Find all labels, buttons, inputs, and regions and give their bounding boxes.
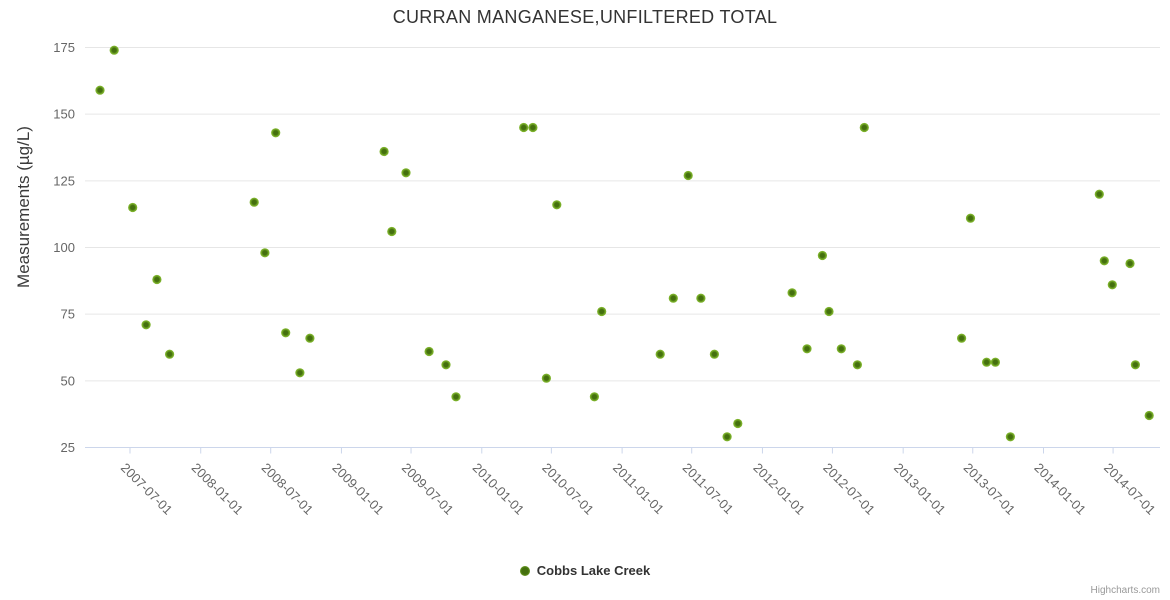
data-point[interactable] xyxy=(696,293,706,303)
y-tick-label: 125 xyxy=(53,173,75,188)
data-point[interactable] xyxy=(249,197,259,207)
data-point[interactable] xyxy=(528,122,538,133)
data-point[interactable] xyxy=(1130,360,1140,370)
x-tick-label: 2013-01-01 xyxy=(891,460,949,518)
x-tick-label: 2007-07-01 xyxy=(118,460,176,518)
x-tick-label: 2014-01-01 xyxy=(1031,460,1089,518)
data-point[interactable] xyxy=(441,360,451,370)
legend-marker-icon xyxy=(519,565,530,576)
data-point[interactable] xyxy=(128,202,138,213)
y-tick-label: 75 xyxy=(61,307,75,322)
data-point[interactable] xyxy=(1099,256,1109,266)
x-tick-label: 2009-01-01 xyxy=(329,460,387,518)
data-point[interactable] xyxy=(295,368,305,378)
x-tick-label: 2010-07-01 xyxy=(539,460,597,518)
y-tick-label: 50 xyxy=(61,373,75,388)
x-tick-label: 2009-07-01 xyxy=(399,460,457,518)
data-point[interactable] xyxy=(733,418,743,429)
x-tick-label: 2011-07-01 xyxy=(680,460,737,517)
data-point[interactable] xyxy=(424,346,434,357)
data-point[interactable] xyxy=(852,360,863,370)
data-point[interactable] xyxy=(824,306,834,317)
legend-label: Cobbs Lake Creek xyxy=(536,563,651,578)
data-point[interactable] xyxy=(655,349,665,359)
data-point[interactable] xyxy=(817,250,828,261)
data-point[interactable] xyxy=(990,357,1001,367)
data-point[interactable] xyxy=(281,328,291,338)
data-point[interactable] xyxy=(271,128,281,138)
data-point[interactable] xyxy=(165,349,175,359)
y-tick-label: 175 xyxy=(53,40,75,55)
x-tick-label: 2008-01-01 xyxy=(189,460,247,518)
x-tick-label: 2012-01-01 xyxy=(750,460,808,518)
data-point[interactable] xyxy=(965,213,976,223)
y-tick-label: 25 xyxy=(61,440,75,455)
data-point[interactable] xyxy=(787,288,797,298)
data-point[interactable] xyxy=(541,373,552,383)
data-point[interactable] xyxy=(982,357,992,367)
data-point[interactable] xyxy=(1094,189,1104,199)
data-point[interactable] xyxy=(95,85,105,95)
x-tick-label: 2014-07-01 xyxy=(1101,460,1159,518)
data-point[interactable] xyxy=(683,170,693,181)
x-tick-label: 2011-01-01 xyxy=(610,460,667,517)
data-point[interactable] xyxy=(152,274,162,285)
data-point[interactable] xyxy=(387,226,397,237)
data-point[interactable] xyxy=(589,392,600,402)
credits-link[interactable]: Highcharts.com xyxy=(1090,585,1160,596)
data-point[interactable] xyxy=(401,168,411,178)
data-point[interactable] xyxy=(1144,410,1154,421)
x-tick-label: 2013-07-01 xyxy=(961,460,1019,518)
data-point[interactable] xyxy=(519,122,529,133)
y-tick-label: 100 xyxy=(53,240,75,255)
y-tick-label: 150 xyxy=(53,107,75,122)
data-point[interactable] xyxy=(836,344,846,354)
x-tick-label: 2008-07-01 xyxy=(259,460,317,518)
data-point[interactable] xyxy=(379,146,389,157)
legend-item[interactable]: Cobbs Lake Creek xyxy=(0,563,1170,578)
data-point[interactable] xyxy=(552,200,562,210)
x-tick-label: 2010-01-01 xyxy=(470,460,528,518)
data-point[interactable] xyxy=(1125,258,1135,269)
data-point[interactable] xyxy=(1107,280,1117,290)
data-point[interactable] xyxy=(957,333,967,343)
data-point[interactable] xyxy=(260,248,270,258)
data-point[interactable] xyxy=(451,392,461,402)
data-point[interactable] xyxy=(305,333,315,343)
data-point[interactable] xyxy=(802,344,812,354)
data-point[interactable] xyxy=(1005,432,1016,442)
data-point[interactable] xyxy=(141,320,151,330)
data-point[interactable] xyxy=(597,306,607,317)
x-tick-label: 2012-07-01 xyxy=(820,460,878,518)
data-point[interactable] xyxy=(109,45,119,55)
data-point[interactable] xyxy=(722,432,732,442)
data-point[interactable] xyxy=(859,122,869,133)
data-point[interactable] xyxy=(668,293,678,303)
data-point[interactable] xyxy=(709,349,720,359)
chart-title: CURRAN MANGANESE,UNFILTERED TOTAL xyxy=(392,7,778,27)
